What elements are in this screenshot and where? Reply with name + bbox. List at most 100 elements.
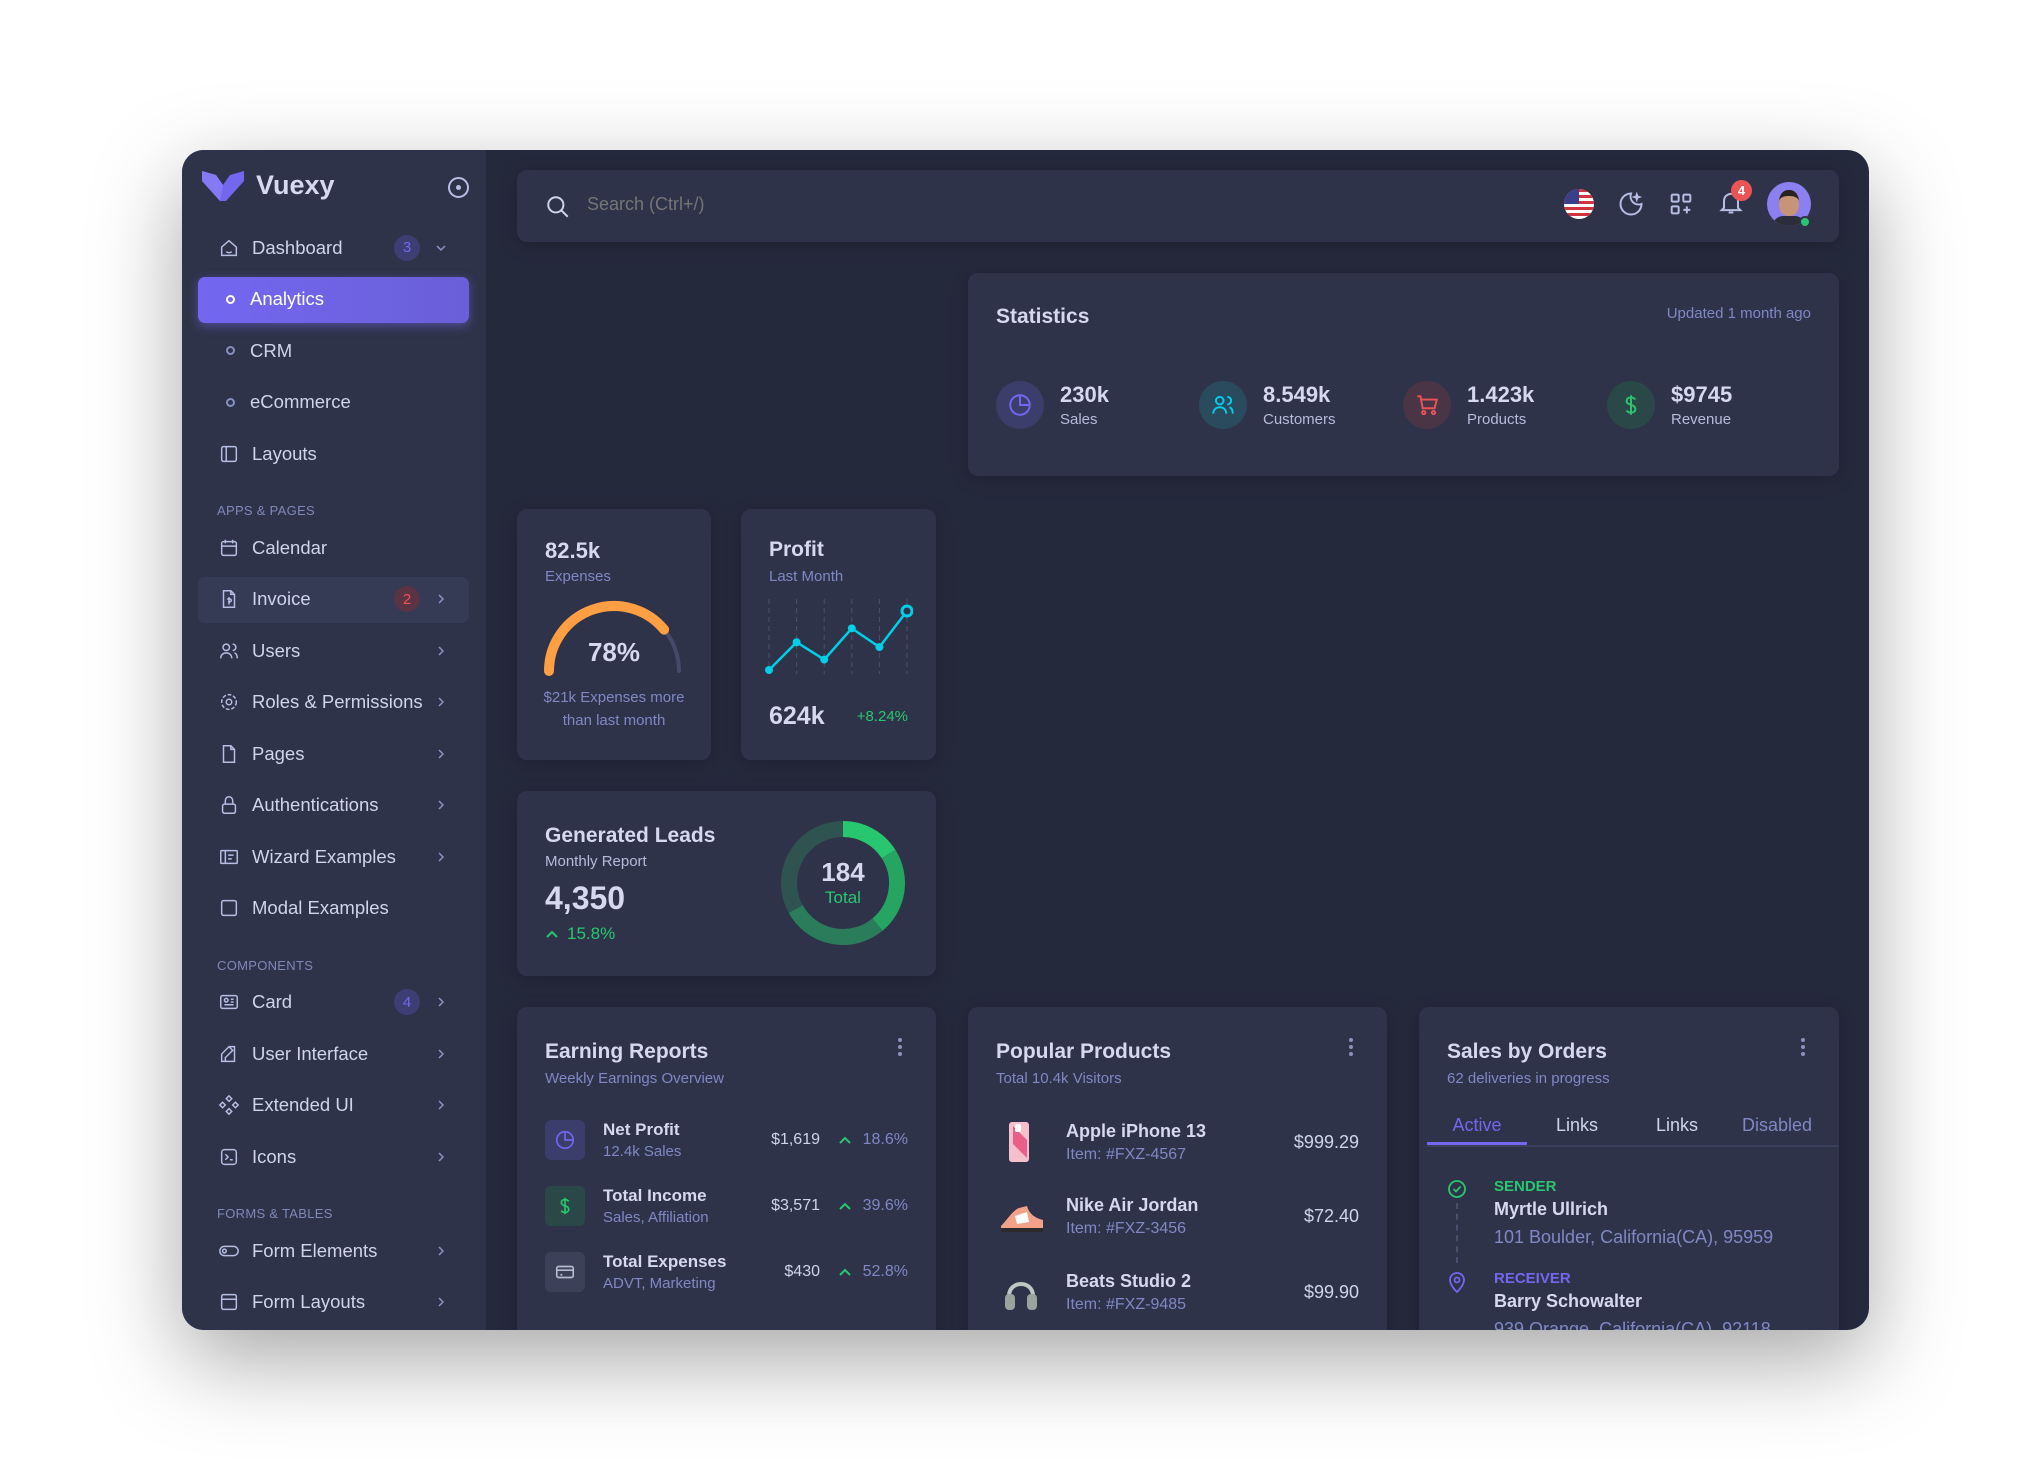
profit-change: +8.24% bbox=[856, 708, 908, 725]
sidebar-item-label: eCommerce bbox=[250, 391, 351, 413]
invoice-icon bbox=[222, 590, 236, 609]
orders-tabs: Active Links Links Disabled bbox=[1427, 1107, 1839, 1147]
orders-title: Sales by Orders bbox=[1447, 1040, 1607, 1063]
receiver-address: 939 Orange, California(CA), 92118 bbox=[1494, 1319, 1771, 1330]
donut-segment bbox=[788, 904, 883, 945]
product-row[interactable]: Beats Studio 2 Item: #FXZ-9485 $99.90 bbox=[996, 1270, 1359, 1314]
invoice-badge: 2 bbox=[394, 586, 420, 613]
components-icon bbox=[218, 1095, 240, 1116]
chevron-right-icon bbox=[438, 1152, 445, 1162]
sidebar-item-label: Users bbox=[252, 639, 301, 661]
stat-label: Products bbox=[1467, 411, 1527, 428]
active-highlight bbox=[198, 276, 469, 323]
sidebar-item-label: Calendar bbox=[252, 536, 328, 558]
stat-value: 230k bbox=[1060, 382, 1109, 407]
sidebar-item-user-interface[interactable]: User Interface bbox=[182, 1028, 486, 1080]
file-icon bbox=[222, 744, 236, 763]
more-vertical-icon[interactable] bbox=[898, 1037, 902, 1057]
apps-grid-icon[interactable] bbox=[1667, 190, 1695, 218]
stat-label: Sales bbox=[1060, 411, 1098, 428]
tab-active[interactable]: Active bbox=[1427, 1107, 1527, 1145]
chevron-right-icon bbox=[438, 646, 445, 656]
notifications-button[interactable]: 4 bbox=[1717, 179, 1752, 221]
leads-change-value: 15.8% bbox=[567, 924, 616, 943]
sidebar-item-analytics[interactable]: Analytics bbox=[182, 274, 486, 326]
calendar-icon bbox=[220, 539, 238, 556]
chevron-right-icon bbox=[438, 997, 445, 1007]
sidebar-item-authentications[interactable]: Authentications bbox=[182, 780, 486, 832]
product-row[interactable]: Apple iPhone 13 Item: #FXZ-4567 $999.29 bbox=[996, 1120, 1359, 1164]
sidebar-item-icons[interactable]: Icons bbox=[182, 1131, 486, 1183]
sidebar-item-pages[interactable]: Pages bbox=[182, 728, 486, 780]
product-price: $72.40 bbox=[1303, 1206, 1359, 1226]
earning-row-change: 39.6% bbox=[862, 1197, 908, 1214]
shoe-thumbnail bbox=[996, 1200, 1046, 1234]
headphones-thumbnail bbox=[996, 1270, 1046, 1314]
sidebar-toggle-icon[interactable] bbox=[448, 177, 469, 198]
earning-title: Earning Reports bbox=[545, 1040, 709, 1063]
earning-row-title: Total Expenses bbox=[603, 1252, 727, 1271]
sidebar-item-invoice[interactable]: Invoice 2 bbox=[182, 574, 486, 626]
app-window: Vuexy Dashboard 3 Analytics CRM eCommerc… bbox=[182, 150, 1869, 1330]
map-pin-icon bbox=[1449, 1272, 1465, 1293]
sidebar-item-users[interactable]: Users bbox=[182, 625, 486, 677]
settings-icon bbox=[220, 694, 238, 711]
sidebar-item-ecommerce[interactable]: eCommerce bbox=[182, 377, 486, 429]
layout-navbar-icon bbox=[220, 1294, 238, 1311]
sidebar-item-extended-ui[interactable]: Extended UI bbox=[182, 1080, 486, 1132]
chevron-right-icon bbox=[438, 1049, 445, 1059]
stat-revenue: $9745 Revenue bbox=[1607, 381, 1732, 429]
sidebar-item-label: Card bbox=[252, 991, 293, 1013]
chevron-right-icon bbox=[438, 800, 445, 810]
receiver-label: RECEIVER bbox=[1494, 1270, 1571, 1287]
profit-title: Profit bbox=[769, 538, 824, 561]
moon-stars-icon[interactable] bbox=[1617, 190, 1645, 218]
sender-name: Myrtle Ullrich bbox=[1494, 1199, 1609, 1219]
product-row[interactable]: Nike Air Jordan Item: #FXZ-3456 $72.40 bbox=[996, 1195, 1359, 1238]
logo[interactable]: Vuexy bbox=[202, 170, 335, 201]
statistics-card: Statistics Updated 1 month ago 230k Sales… bbox=[968, 273, 1839, 476]
sidebar-item-label: Layouts bbox=[252, 442, 317, 464]
avatar-body bbox=[1773, 216, 1805, 226]
tab-links-2[interactable]: Links bbox=[1655, 1115, 1699, 1135]
sidebar-item-layouts[interactable]: Layouts bbox=[182, 428, 486, 480]
more-vertical-icon[interactable] bbox=[1801, 1037, 1805, 1057]
chevron-right-icon bbox=[438, 1297, 445, 1307]
hover-highlight bbox=[198, 576, 469, 623]
circle-icon bbox=[226, 346, 235, 356]
terminal-icon bbox=[220, 1148, 238, 1165]
sidebar-item-roles-permissions[interactable]: Roles & Permissions bbox=[182, 677, 486, 729]
sidebar-item-modal-examples[interactable]: Modal Examples bbox=[182, 883, 486, 935]
more-vertical-icon[interactable] bbox=[1349, 1037, 1353, 1057]
receiver-name: Barry Schowalter bbox=[1494, 1291, 1643, 1311]
search-input[interactable] bbox=[587, 194, 1187, 215]
sidebar-item-form-elements[interactable]: Form Elements bbox=[182, 1225, 486, 1277]
profit-card: Profit Last Month 624k +8.24% bbox=[741, 509, 936, 760]
tab-links[interactable]: Links bbox=[1555, 1115, 1599, 1135]
search-icon[interactable] bbox=[545, 194, 571, 220]
earning-row-subtitle: Sales, Affiliation bbox=[603, 1209, 709, 1226]
donut-segment bbox=[781, 821, 844, 913]
popular-title: Popular Products bbox=[996, 1040, 1172, 1063]
product-name: Apple iPhone 13 bbox=[1066, 1120, 1207, 1141]
sidebar-item-wizard-examples[interactable]: Wizard Examples bbox=[182, 831, 486, 883]
sidebar-item-card[interactable]: Card 4 bbox=[182, 977, 486, 1029]
lock-icon bbox=[221, 796, 237, 815]
sidebar-item-calendar[interactable]: Calendar bbox=[182, 522, 486, 574]
profit-subtitle: Last Month bbox=[769, 568, 844, 585]
brand-name: Vuexy bbox=[256, 170, 335, 200]
earning-row-amount: $1,619 bbox=[771, 1131, 820, 1148]
earning-subtitle: Weekly Earnings Overview bbox=[545, 1070, 724, 1087]
sidebar-item-label: Wizard Examples bbox=[252, 845, 396, 867]
us-flag-icon[interactable] bbox=[1563, 188, 1595, 220]
sidebar-item-dashboard[interactable]: Dashboard 3 bbox=[182, 222, 486, 274]
chevron-down-icon bbox=[436, 245, 446, 251]
sidebar-item-label: Invoice bbox=[252, 588, 311, 610]
earning-row-change: 52.8% bbox=[862, 1263, 908, 1280]
sidebar-item-label: CRM bbox=[250, 339, 293, 361]
sidebar-item-form-layouts[interactable]: Form Layouts bbox=[182, 1277, 486, 1329]
sidebar-item-crm[interactable]: CRM bbox=[182, 325, 486, 377]
color-swatch-icon bbox=[220, 1045, 236, 1062]
navbar-actions: 4 bbox=[1563, 179, 1811, 228]
chevron-up-icon bbox=[839, 1202, 851, 1210]
